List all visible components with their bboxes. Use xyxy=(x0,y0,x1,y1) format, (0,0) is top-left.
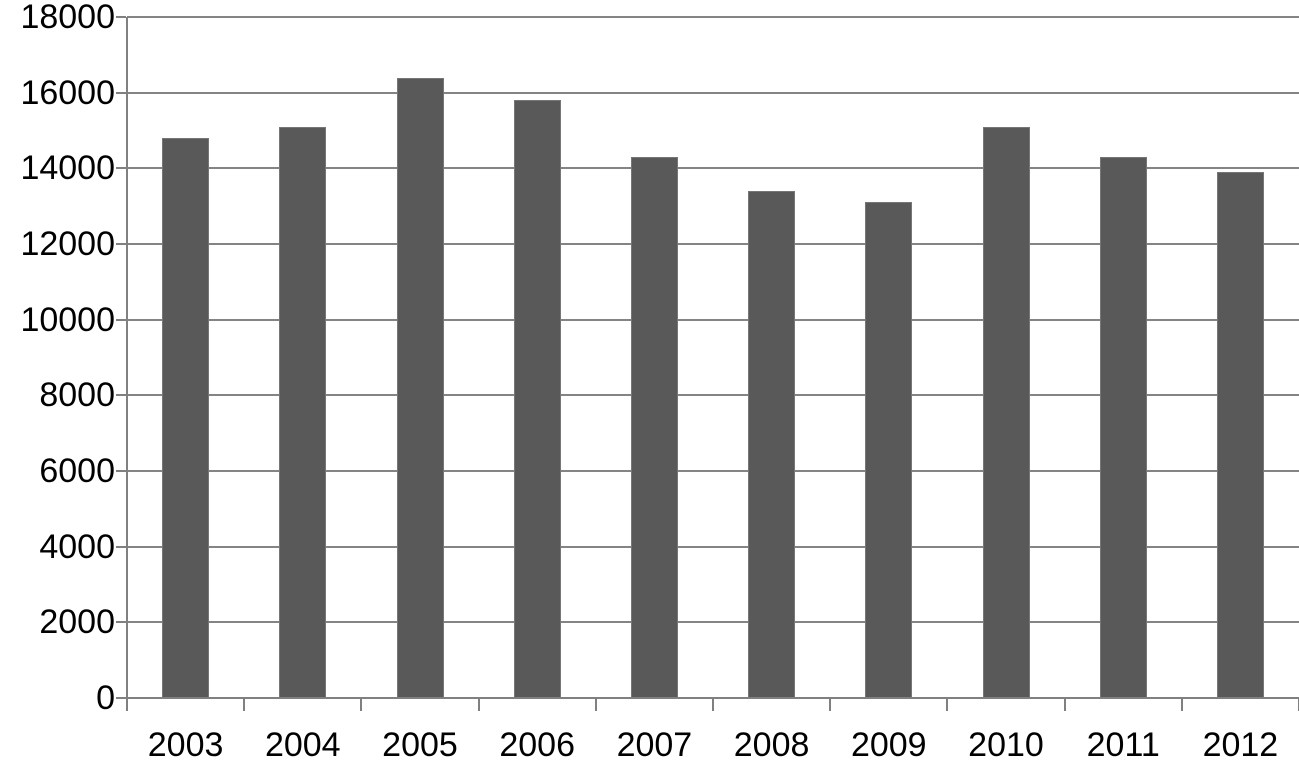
y-tick-label-4000: 4000 xyxy=(39,527,115,566)
y-tick-0 xyxy=(116,697,126,699)
gridline-18000 xyxy=(127,16,1299,18)
y-tick-18000 xyxy=(116,16,126,18)
x-axis-line xyxy=(127,697,1299,699)
x-tick-2 xyxy=(360,698,363,711)
x-tick-label-2006: 2006 xyxy=(499,726,575,764)
bar-2009 xyxy=(865,202,913,698)
bar-2010 xyxy=(982,126,1030,698)
y-tick-label-14000: 14000 xyxy=(20,149,115,188)
bar-2008 xyxy=(748,191,796,698)
x-tick-label-2007: 2007 xyxy=(616,726,693,764)
y-tick-label-12000: 12000 xyxy=(20,225,115,263)
y-tick-2000 xyxy=(116,621,126,624)
bar-2012 xyxy=(1216,172,1264,698)
gridline-2000 xyxy=(127,621,1299,624)
bar-2007 xyxy=(630,156,678,698)
x-tick-label-2003: 2003 xyxy=(147,726,224,764)
bar-2011 xyxy=(1099,156,1147,698)
gridline-4000 xyxy=(127,545,1299,548)
gridline-12000 xyxy=(127,243,1299,245)
bar-2003 xyxy=(162,138,210,698)
plot-area xyxy=(116,16,1299,711)
y-tick-16000 xyxy=(116,91,126,94)
y-tick-14000 xyxy=(116,167,126,170)
x-tick-7 xyxy=(946,698,949,711)
y-axis-line xyxy=(126,17,128,700)
y-tick-12000 xyxy=(116,243,126,245)
y-tick-label-6000: 6000 xyxy=(39,452,115,490)
x-tick-label-2011: 2011 xyxy=(1086,726,1160,764)
x-tick-9 xyxy=(1180,698,1183,711)
y-tick-10000 xyxy=(116,318,126,321)
x-tick-label-2004: 2004 xyxy=(264,726,341,764)
bar-2005 xyxy=(396,77,444,698)
y-tick-4000 xyxy=(116,545,126,548)
x-tick-label-2008: 2008 xyxy=(733,726,810,764)
y-tick-6000 xyxy=(116,470,126,472)
y-tick-label-2000: 2000 xyxy=(39,603,115,642)
x-tick-label-2010: 2010 xyxy=(968,726,1044,764)
gridline-10000 xyxy=(127,318,1299,321)
y-tick-label-10000: 10000 xyxy=(20,300,115,339)
y-tick-8000 xyxy=(116,394,126,397)
gridline-6000 xyxy=(127,470,1299,472)
x-tick-label-2012: 2012 xyxy=(1202,726,1279,764)
x-tick-8 xyxy=(1063,698,1066,711)
x-tick-0 xyxy=(126,698,128,711)
y-tick-label-0: 0 xyxy=(96,679,115,717)
x-tick-6 xyxy=(829,698,832,711)
x-tick-label-2009: 2009 xyxy=(850,726,927,764)
x-tick-label-2005: 2005 xyxy=(382,726,458,764)
bar-2004 xyxy=(279,126,327,698)
x-tick-3 xyxy=(477,698,480,711)
bar-2006 xyxy=(513,100,561,698)
x-tick-4 xyxy=(594,698,597,711)
gridline-16000 xyxy=(127,91,1299,94)
y-tick-label-8000: 8000 xyxy=(39,376,115,415)
x-tick-1 xyxy=(243,698,246,711)
y-tick-label-18000: 18000 xyxy=(20,0,115,36)
y-tick-label-16000: 16000 xyxy=(20,73,115,112)
gridline-14000 xyxy=(127,167,1299,170)
x-tick-5 xyxy=(712,698,714,711)
gridline-8000 xyxy=(127,394,1299,397)
